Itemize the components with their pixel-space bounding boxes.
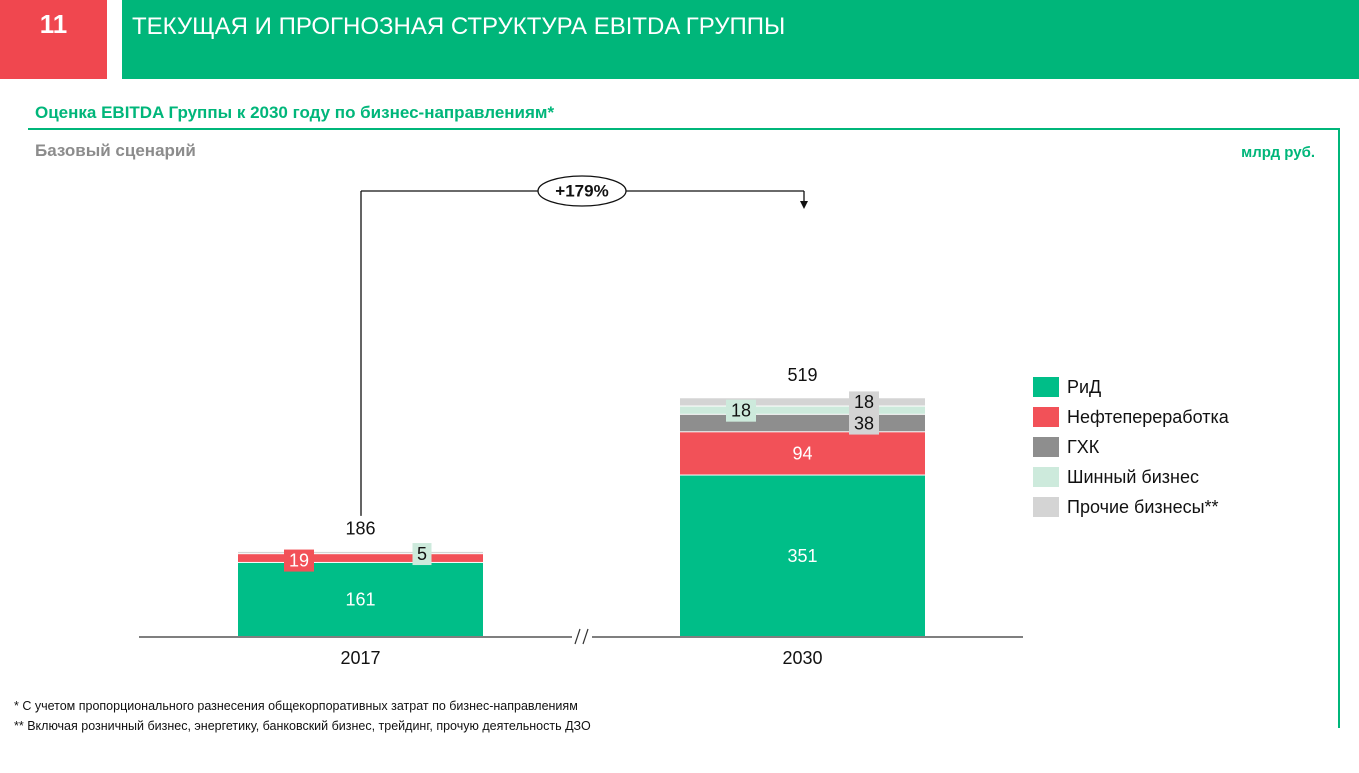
- bar-2030-petrochem: [680, 414, 925, 432]
- axis-break-mark-1: [574, 628, 581, 645]
- bar-label-2017-refining: 19: [289, 550, 309, 570]
- bar-label-2017-other-box: [412, 543, 432, 566]
- x-tick-label-2030: 2030: [782, 648, 822, 668]
- legend-swatch-refining: [1033, 407, 1059, 427]
- legend-item-refining: Нефтепереработка: [1033, 402, 1229, 432]
- bar-2030-rid: [680, 475, 925, 636]
- scenario-label: Базовый сценарий: [35, 141, 196, 160]
- bar-label-2017-refining-box: [284, 549, 314, 572]
- bar-2030-refining: [680, 432, 925, 475]
- legend-swatch-other: [1033, 497, 1059, 517]
- legend-label-rid: РиД: [1067, 376, 1102, 397]
- footnote-1: * С учетом пропорционального разнесения …: [14, 699, 578, 713]
- frame-right-line: [1338, 128, 1340, 728]
- bar-label-2030-other-box: [849, 391, 879, 414]
- legend-label-tire: Шинный бизнес: [1067, 466, 1199, 487]
- legend-item-other: Прочие бизнесы**: [1033, 492, 1229, 522]
- legend-swatch-petrochem: [1033, 437, 1059, 457]
- bar-2017-other: [238, 551, 483, 554]
- bar-label-2030-petrochem: 38: [854, 413, 874, 433]
- legend-item-petrochem: ГХК: [1033, 432, 1229, 462]
- footnotes: * С учетом пропорционального разнесения …: [14, 696, 591, 736]
- legend-label-other: Прочие бизнесы**: [1067, 496, 1219, 517]
- growth-badge: [537, 175, 627, 207]
- chart-subtitle: Оценка EBITDA Группы к 2030 году по бизн…: [35, 103, 555, 122]
- bar-label-2017-other: 5: [417, 544, 427, 564]
- page-title: ТЕКУЩАЯ И ПРОГНОЗНАЯ СТРУКТУРА EBITDA ГР…: [122, 0, 1359, 79]
- bar-label-2030-rid: 351: [787, 546, 817, 566]
- legend-label-petrochem: ГХК: [1067, 436, 1100, 457]
- frame-top-line: [28, 128, 1340, 130]
- growth-label: +179%: [555, 181, 608, 200]
- bar-2017-refining: [238, 554, 483, 562]
- bar-total-2030: 519: [787, 365, 817, 385]
- bar-label-2030-tire: 18: [731, 400, 751, 420]
- footnote-2: ** Включая розничный бизнес, энергетику,…: [14, 719, 591, 733]
- bar-2030-tire: [680, 406, 925, 414]
- legend-swatch-rid: [1033, 377, 1059, 397]
- bar-2030-other: [680, 398, 925, 406]
- legend-item-tire: Шинный бизнес: [1033, 462, 1229, 492]
- axis-break-mark-2: [582, 628, 589, 645]
- page-number: 11: [0, 0, 107, 79]
- bar-total-2017: 186: [345, 519, 375, 539]
- bar-label-2030-tire-box: [726, 399, 756, 422]
- growth-arrow-head: [800, 201, 808, 209]
- bar-label-2017-rid: 161: [345, 590, 375, 610]
- legend-swatch-tire: [1033, 467, 1059, 487]
- units-label: млрд руб.: [1241, 144, 1315, 161]
- bar-label-2030-other: 18: [854, 392, 874, 412]
- x-tick-label-2017: 2017: [340, 648, 380, 668]
- legend-item-rid: РиД: [1033, 372, 1229, 402]
- chart-legend: РиД Нефтепереработка ГХК Шинный бизнес Прочи…: [1033, 372, 1229, 522]
- bar-label-2030-refining: 94: [792, 444, 812, 464]
- bar-2017-rid: [238, 562, 483, 636]
- legend-label-refining: Нефтепереработка: [1067, 406, 1229, 427]
- bar-label-2030-petrochem-box: [849, 412, 879, 435]
